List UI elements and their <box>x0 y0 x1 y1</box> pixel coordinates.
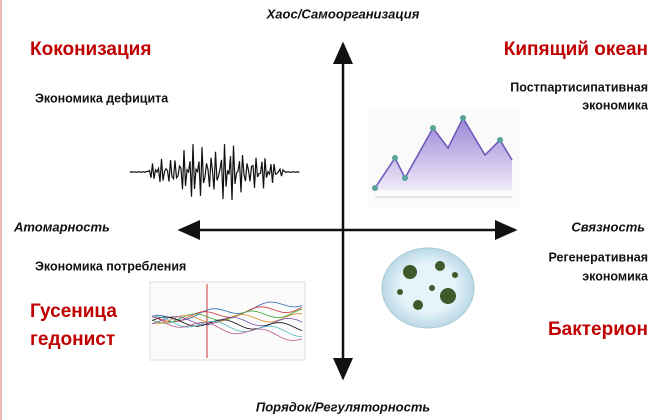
image-line <box>151 316 303 331</box>
petri-dish-image <box>381 247 475 329</box>
image-line <box>151 316 303 337</box>
quadrant-subtitle: Экономика потребления <box>35 259 186 273</box>
axis-label: Связность <box>571 219 645 234</box>
waveform-image <box>129 144 300 201</box>
image-line <box>151 316 303 341</box>
image-line <box>151 316 303 327</box>
quadrant-title: Бактерион <box>548 319 648 340</box>
quadrant-title: Коконизация <box>30 39 151 60</box>
line-chart-image <box>149 281 306 361</box>
image-line <box>151 306 303 323</box>
quadrant-subtitle: Регенеративная <box>548 250 648 264</box>
quadrant-subtitle: экономика <box>582 269 649 283</box>
mountain-chart-image <box>368 108 520 208</box>
quadrant-title: Гусеница <box>30 301 117 322</box>
quadrant-title: гедонист <box>30 329 115 350</box>
quadrant-subtitle: экономика <box>582 98 649 112</box>
image-line <box>151 313 303 325</box>
quadrant-subtitle: Экономика дефицита <box>35 91 169 105</box>
axis-label: Хаос/Самоорганизация <box>266 6 420 21</box>
quadrant-title: Кипящий океан <box>504 39 648 60</box>
axis-label: Порядок/Регуляторность <box>256 399 430 414</box>
quadrant-subtitle: Постпартисипативная <box>510 80 648 94</box>
axis-label: Атомарность <box>13 219 110 234</box>
